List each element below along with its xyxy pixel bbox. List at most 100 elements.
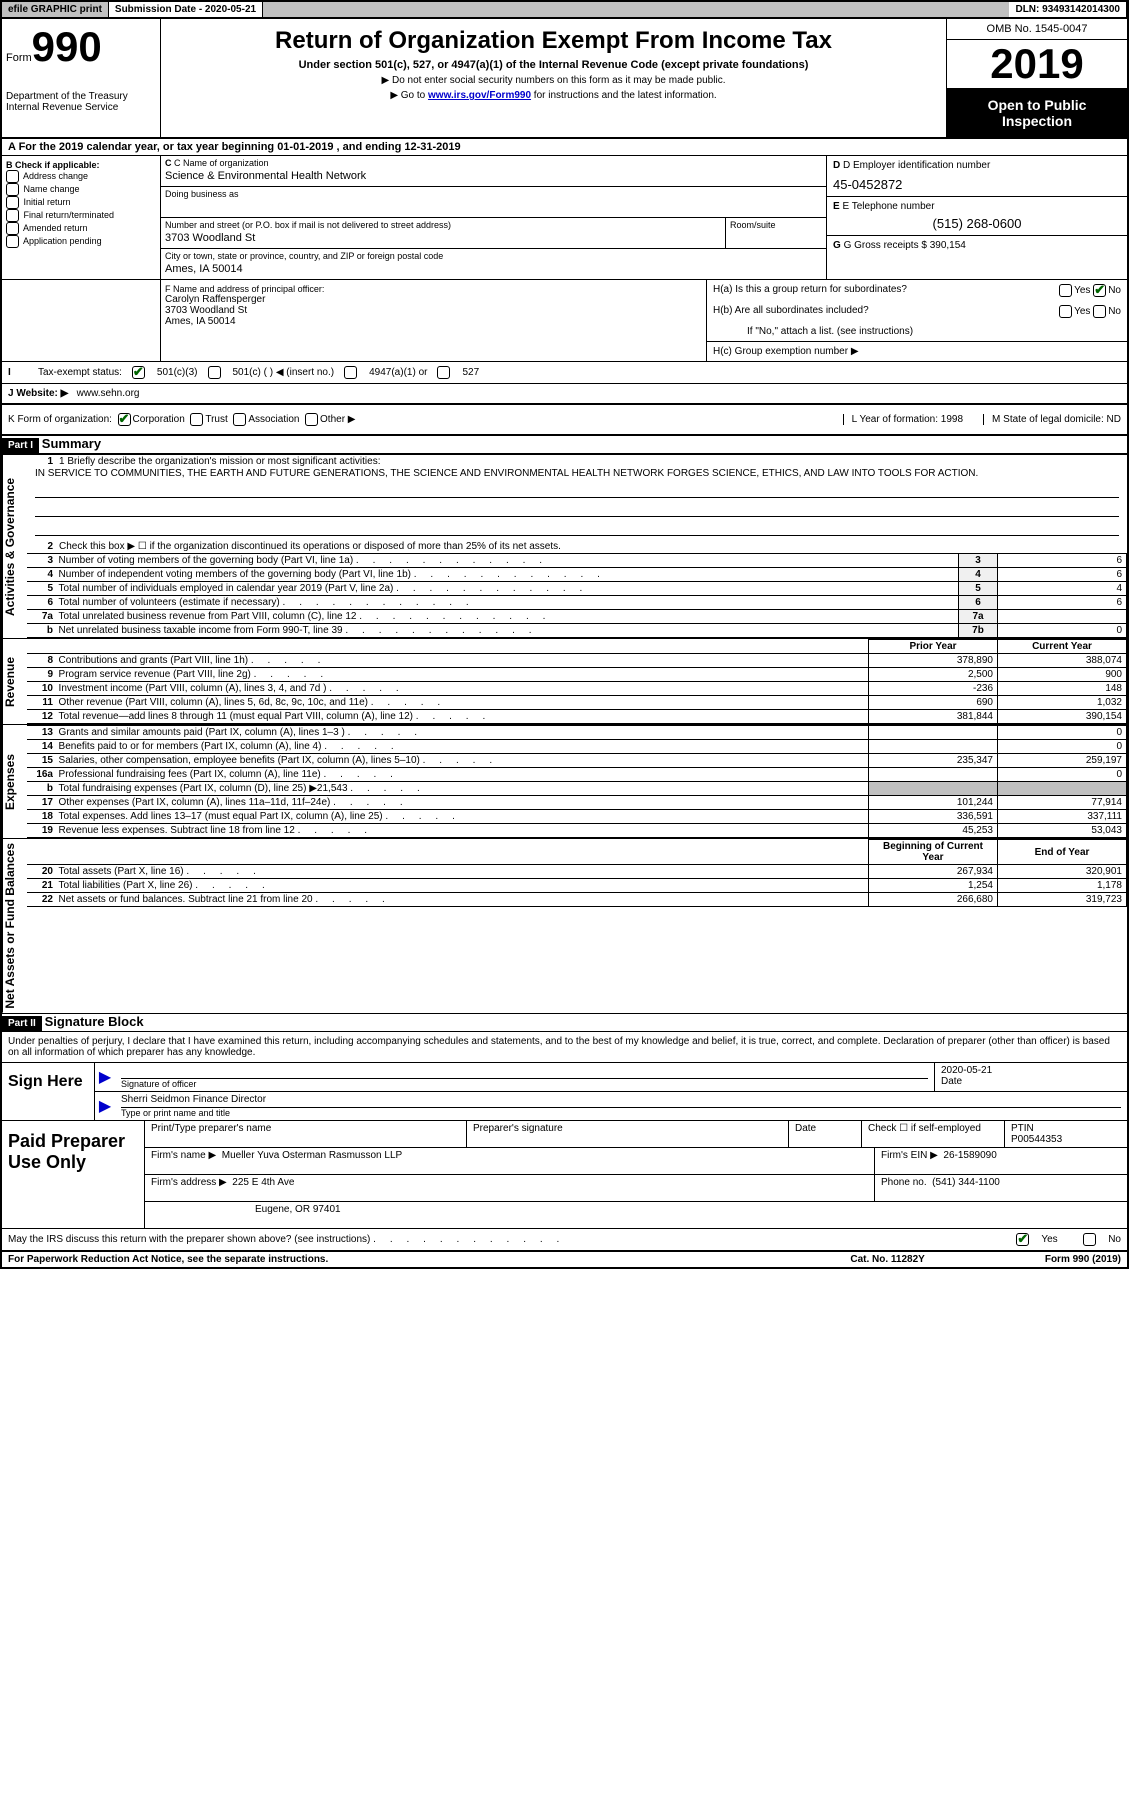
sig-date-label: Date (941, 1076, 1121, 1087)
sign-here-block: Sign Here ▶ Signature of officer 2020-05… (2, 1062, 1127, 1120)
table-row: 16a Professional fundraising fees (Part … (27, 768, 1127, 782)
cb-hb-yes[interactable] (1059, 305, 1072, 318)
part-1-title: Summary (42, 434, 101, 453)
org-name: Science & Environmental Health Network (161, 170, 826, 186)
table-row: b Total fundraising expenses (Part IX, c… (27, 782, 1127, 796)
phone-value: (515) 268-0600 (833, 216, 1121, 231)
firm-ein-label: Firm's EIN ▶ (881, 1150, 938, 1161)
dba-value (161, 201, 826, 217)
form-990-page: efile GRAPHIC print Submission Date - 20… (0, 0, 1129, 1269)
section-expenses: Expenses 13 Grants and similar amounts p… (2, 724, 1127, 838)
cb-501c3[interactable] (132, 366, 145, 379)
expenses-table: 13 Grants and similar amounts paid (Part… (27, 725, 1127, 838)
table-row: 12 Total revenue—add lines 8 through 11 … (27, 710, 1127, 724)
table-row: 8 Contributions and grants (Part VIII, l… (27, 654, 1127, 668)
table-row: 6 Total number of volunteers (estimate i… (27, 596, 1127, 610)
hc-label: H(c) Group exemption number ▶ (707, 341, 1127, 361)
tax-year: 2019 (947, 40, 1127, 89)
hb-note: If "No," attach a list. (see instruction… (707, 322, 1127, 341)
instruction-2: ▶ Go to www.irs.gov/Form990 for instruct… (169, 90, 938, 101)
gross-value: 390,154 (930, 240, 966, 251)
part-2-title: Signature Block (45, 1012, 144, 1031)
addr-value: 3703 Woodland St (161, 232, 725, 248)
vtab-net: Net Assets or Fund Balances (2, 839, 27, 1013)
vtab-revenue: Revenue (2, 639, 27, 724)
korg-row: K Form of organization: Corporation Trus… (2, 405, 1127, 436)
firm-name-label: Firm's name ▶ (151, 1150, 216, 1161)
cb-final-return[interactable] (6, 209, 19, 222)
ptin-value: P00544353 (1011, 1134, 1121, 1145)
website-label: J Website: ▶ (8, 388, 68, 399)
phone-label: E E Telephone number (833, 201, 1121, 212)
submission-date: Submission Date - 2020-05-21 (109, 2, 263, 17)
arrow-icon: ▶ (95, 1063, 115, 1091)
footer-left: For Paperwork Reduction Act Notice, see … (8, 1254, 328, 1265)
ein-label: D D Employer identification number (833, 160, 1121, 171)
ha-label: H(a) Is this a group return for subordin… (713, 284, 1059, 297)
cb-ha-no[interactable] (1093, 284, 1106, 297)
ein-value: 45-0452872 (833, 177, 1121, 192)
cb-trust[interactable] (190, 413, 203, 426)
cb-discuss-no[interactable] (1083, 1233, 1096, 1246)
prep-check-label: Check ☐ if self-employed (862, 1121, 1005, 1147)
discuss-row: May the IRS discuss this return with the… (2, 1228, 1127, 1251)
irs-label: Internal Revenue Service (6, 102, 156, 113)
officer-name: Carolyn Raffensperger (165, 294, 702, 305)
tax-status-row: I Tax-exempt status: 501(c)(3) 501(c) ( … (2, 362, 1127, 384)
firm-addr-label: Firm's address ▶ (151, 1177, 227, 1188)
hb-label: H(b) Are all subordinates included? (713, 305, 1059, 318)
table-row: 11 Other revenue (Part VIII, column (A),… (27, 696, 1127, 710)
cb-527[interactable] (437, 366, 450, 379)
cb-hb-no[interactable] (1093, 305, 1106, 318)
cb-ha-yes[interactable] (1059, 284, 1072, 297)
table-row: 3 Number of voting members of the govern… (27, 554, 1127, 568)
table-row: 4 Number of independent voting members o… (27, 568, 1127, 582)
form-header: Form990 Department of the Treasury Inter… (2, 19, 1127, 139)
net-table: Beginning of Current YearEnd of Year 20 … (27, 839, 1127, 907)
form-number: 990 (32, 23, 102, 70)
form-word: Form (6, 52, 32, 64)
table-row: 21 Total liabilities (Part X, line 26)1,… (27, 879, 1127, 893)
website-row: J Website: ▶ www.sehn.org (2, 384, 1127, 405)
section-f: F Name and address of principal officer:… (160, 280, 706, 361)
firm-ein: 26-1589090 (943, 1150, 996, 1161)
officer-label: F Name and address of principal officer: (165, 284, 702, 294)
section-net-assets: Net Assets or Fund Balances Beginning of… (2, 838, 1127, 1013)
state-domicile: M State of legal domicile: ND (983, 414, 1121, 425)
form-subtitle: Under section 501(c), 527, or 4947(a)(1)… (169, 59, 938, 71)
table-row: 13 Grants and similar amounts paid (Part… (27, 726, 1127, 740)
cb-corp[interactable] (118, 413, 131, 426)
cb-501c[interactable] (208, 366, 221, 379)
section-b: B Check if applicable: Address change Na… (2, 156, 161, 279)
cb-initial-return[interactable] (6, 196, 19, 209)
section-activities: Activities & Governance 11 Briefly descr… (2, 454, 1127, 638)
mission-text: IN SERVICE TO COMMUNITIES, THE EARTH AND… (27, 468, 1127, 479)
table-row: 19 Revenue less expenses. Subtract line … (27, 824, 1127, 838)
cb-app-pending[interactable] (6, 235, 19, 248)
cb-assoc[interactable] (233, 413, 246, 426)
cb-4947[interactable] (344, 366, 357, 379)
korg-label: K Form of organization: (8, 414, 112, 425)
cb-other[interactable] (305, 413, 318, 426)
vtab-expenses: Expenses (2, 725, 27, 838)
arrow-icon: ▶ (95, 1092, 115, 1120)
table-row: 22 Net assets or fund balances. Subtract… (27, 893, 1127, 907)
sig-officer-label: Signature of officer (121, 1078, 928, 1089)
firm-name: Mueller Yuva Osterman Rasmusson LLP (222, 1150, 402, 1161)
firm-phone-label: Phone no. (881, 1177, 927, 1188)
vtab-activities: Activities & Governance (2, 455, 27, 638)
part-1-header: Part I Summary (2, 436, 1127, 454)
cb-name-change[interactable] (6, 183, 19, 196)
addr-label: Number and street (or P.O. box if mail i… (161, 218, 725, 232)
footer: For Paperwork Reduction Act Notice, see … (2, 1251, 1127, 1267)
topbar: efile GRAPHIC print Submission Date - 20… (2, 2, 1127, 19)
table-row: 20 Total assets (Part X, line 16)267,934… (27, 865, 1127, 879)
section-h: H(a) Is this a group return for subordin… (706, 280, 1127, 361)
paid-label: Paid Preparer Use Only (2, 1121, 145, 1228)
officer-addr2: Ames, IA 50014 (165, 316, 702, 327)
cb-discuss-yes[interactable] (1016, 1233, 1029, 1246)
table-row: 9 Program service revenue (Part VIII, li… (27, 668, 1127, 682)
cb-amended[interactable] (6, 222, 19, 235)
irs-link[interactable]: www.irs.gov/Form990 (428, 90, 531, 101)
cb-address-change[interactable] (6, 170, 19, 183)
